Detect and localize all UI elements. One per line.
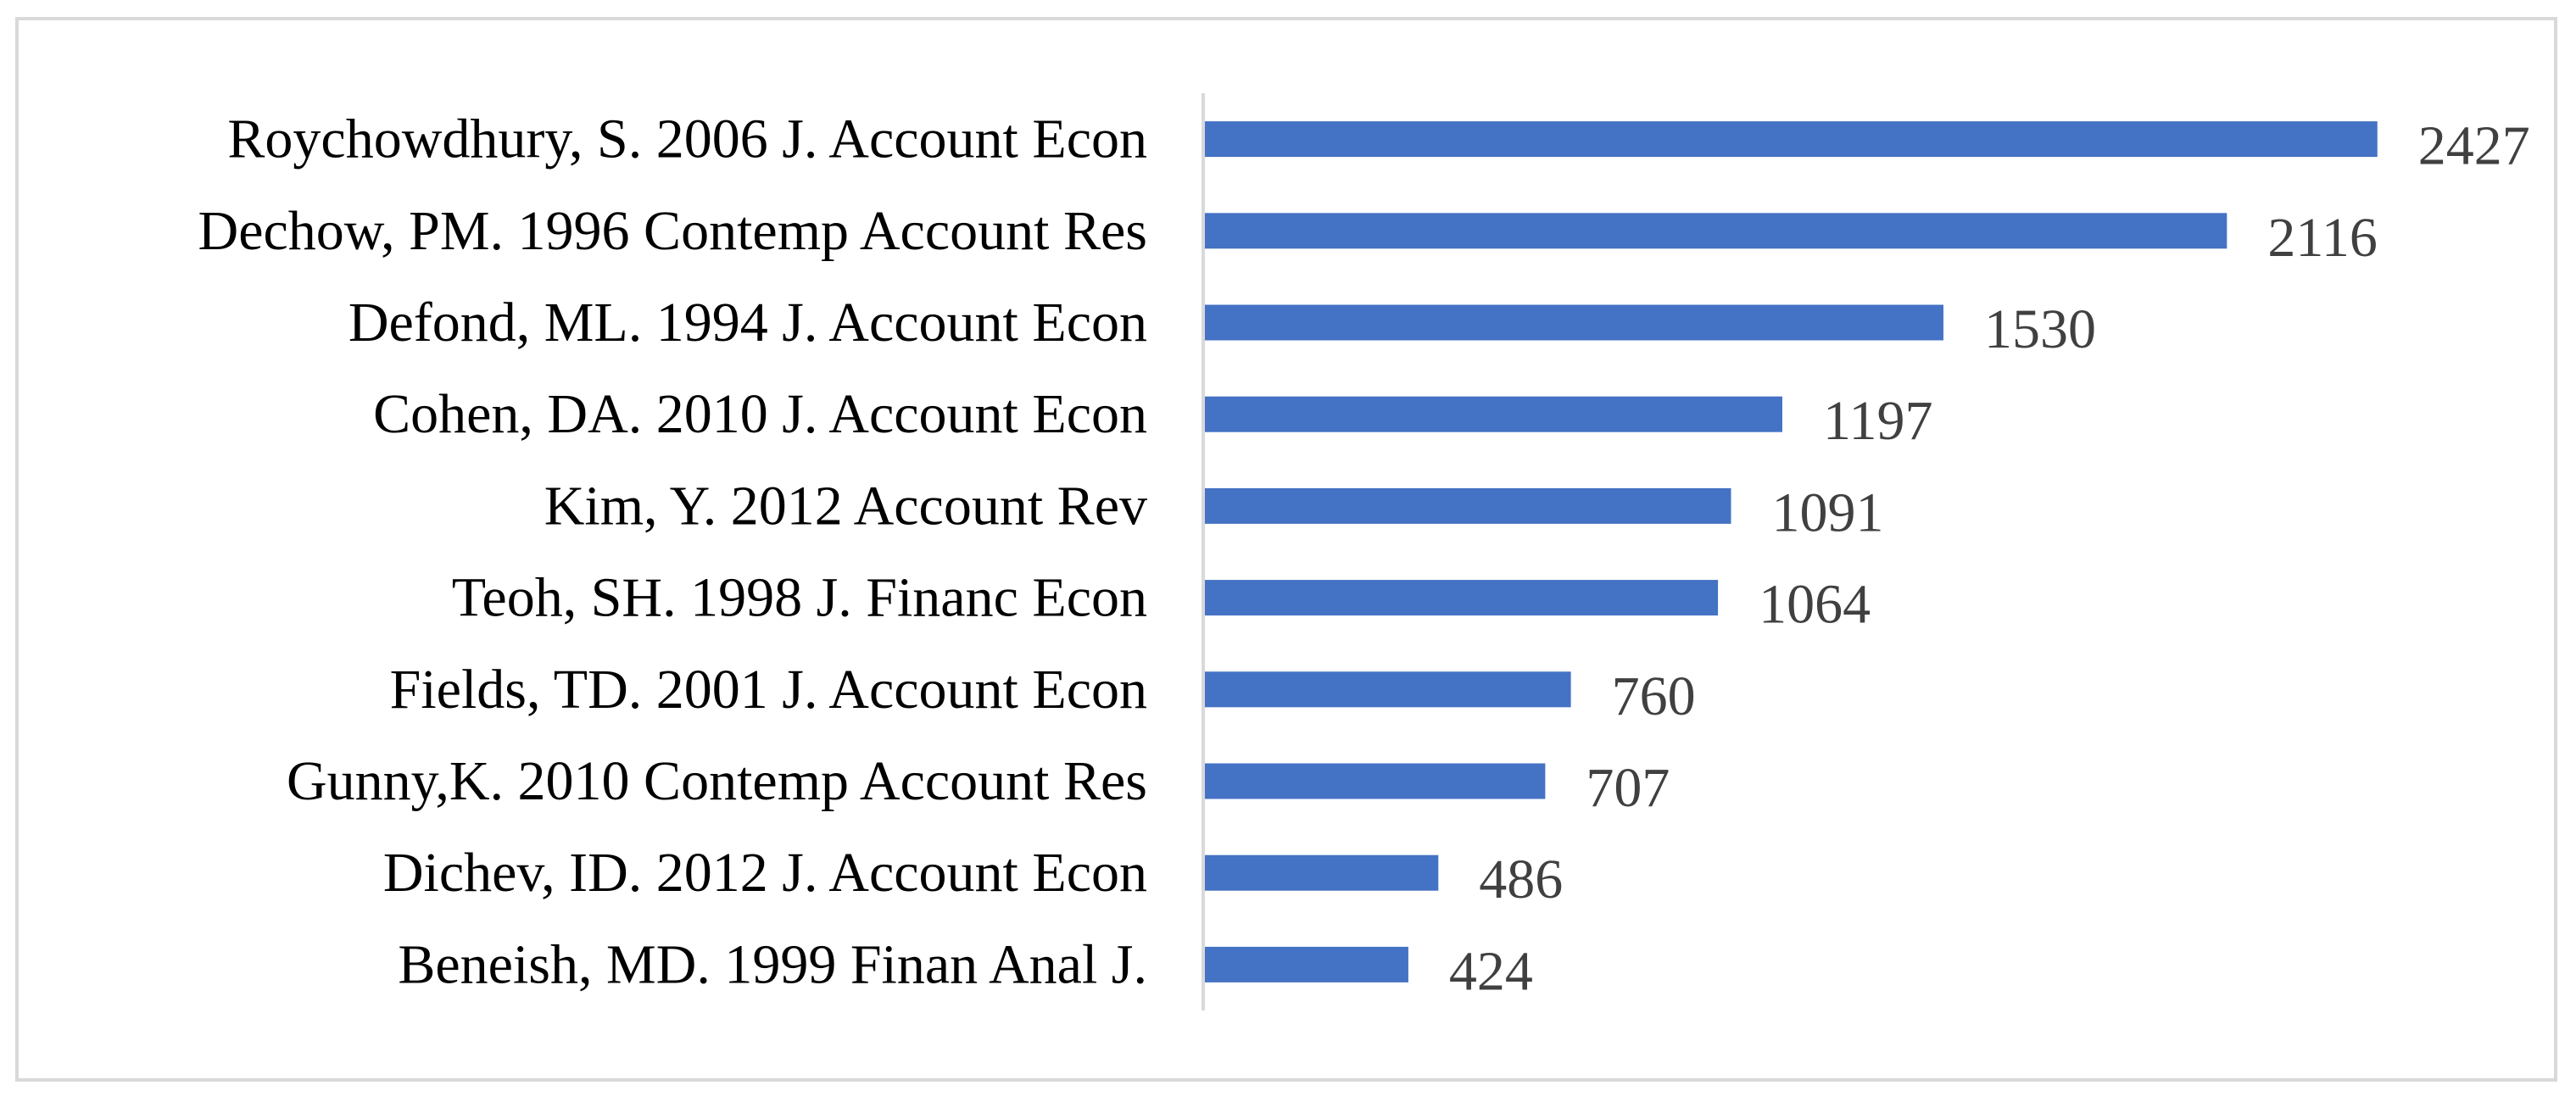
category-tick-label: Dechow, PM. 1996 Contemp Account Res	[198, 200, 1147, 262]
category-tick-label: Roychowdhury, S. 2006 J. Account Econ	[227, 109, 1147, 170]
data-label: 1091	[1771, 481, 1883, 543]
bars-layer	[1205, 121, 2378, 982]
category-tick-label: Gunny,K. 2010 Contemp Account Res	[287, 750, 1147, 812]
category-tick-label: Fields, TD. 2001 J. Account Econ	[390, 659, 1147, 721]
category-tick-label: Defond, ML. 1994 J. Account Econ	[348, 292, 1147, 353]
data-label: 424	[1449, 940, 1533, 1002]
category-tick-label: Dichev, ID. 2012 J. Account Econ	[383, 842, 1147, 904]
data-label: 486	[1479, 849, 1563, 910]
category-tick-label: Beneish, MD. 1999 Finan Anal J.	[398, 933, 1147, 995]
category-tick-label: Cohen, DA. 2010 J. Account Econ	[373, 383, 1147, 445]
bar	[1205, 671, 1571, 708]
chart-frame	[15, 17, 2557, 1082]
data-label: 1064	[1759, 574, 1871, 636]
bar	[1205, 854, 1439, 891]
bar	[1205, 121, 2378, 158]
data-label: 2116	[2267, 207, 2378, 269]
bar	[1205, 946, 1408, 982]
data-label: 2427	[2418, 115, 2530, 177]
data-label: 707	[1586, 757, 1670, 819]
data-label: 760	[1612, 665, 1696, 727]
category-tick-label: Teoh, SH. 1998 J. Financ Econ	[452, 567, 1147, 629]
bar	[1205, 763, 1546, 799]
bar	[1205, 580, 1719, 616]
data-label: 1197	[1823, 390, 1933, 452]
category-tick-label: Kim, Y. 2012 Account Rev	[544, 475, 1147, 537]
bar	[1205, 396, 1782, 432]
bar	[1205, 213, 2228, 249]
data-label: 1530	[1984, 298, 2096, 360]
bar	[1205, 487, 1731, 524]
bar	[1205, 304, 1943, 341]
labels-layer: Roychowdhury, S. 2006 J. Account Econ 242…	[198, 109, 2530, 1003]
